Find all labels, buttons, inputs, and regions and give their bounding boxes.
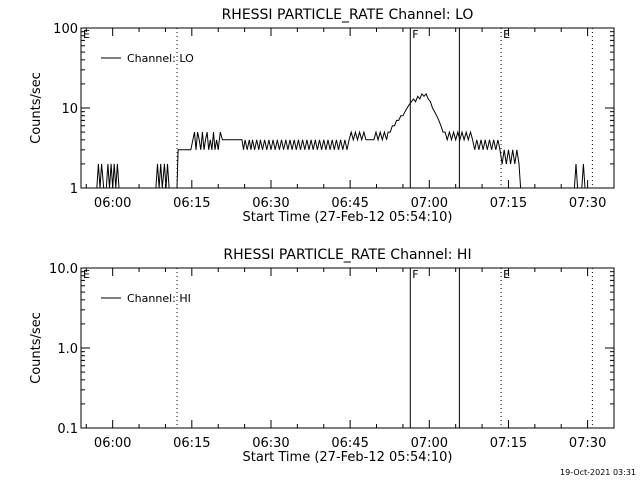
x-tick-label: 06:15 [173, 196, 210, 211]
marker-label: E [503, 28, 510, 41]
marker-label: E [83, 268, 90, 281]
y-tick-label: 0.1 [57, 422, 78, 437]
marker-label: E [83, 28, 90, 41]
legend-label: Channel: LO [127, 52, 194, 65]
x-tick-label: 06:15 [173, 436, 210, 451]
marker-label: F [412, 268, 418, 281]
x-tick-label: 07:00 [411, 436, 448, 451]
y-tick-label: 100 [53, 22, 78, 37]
x-tick-label: 06:00 [94, 196, 131, 211]
y-axis-label: Counts/sec [29, 312, 44, 384]
series-line [155, 163, 170, 189]
x-tick-label: 06:00 [94, 436, 131, 451]
y-tick-label: 10.0 [49, 262, 78, 277]
x-axis-label: Start Time (27-Feb-12 05:54:10) [243, 210, 453, 225]
y-tick-label: 1.0 [57, 342, 78, 357]
panel-hi-channel: RHESSI PARTICLE_RATE Channel: HI 0.1 1.0 10… [29, 247, 615, 465]
marker-label: F [412, 28, 418, 41]
series-line [96, 163, 120, 189]
legend-label: Channel: HI [127, 292, 191, 305]
x-tick-label: 06:45 [331, 196, 368, 211]
x-tick-label: 07:30 [569, 196, 606, 211]
x-tick-label: 07:15 [490, 436, 527, 451]
chart-title: RHESSI PARTICLE_RATE Channel: LO [222, 7, 474, 23]
y-tick-label: 1 [70, 182, 78, 197]
marker-label: E [503, 268, 510, 281]
x-tick-label: 07:00 [411, 196, 448, 211]
chart-title: RHESSI PARTICLE_RATE Channel: HI [223, 247, 471, 263]
footer-timestamp: 19-Oct-2021 03:31 [560, 468, 636, 477]
x-tick-label: 06:30 [252, 436, 289, 451]
y-tick-label: 10 [61, 102, 78, 117]
x-tick-label: 06:30 [252, 196, 289, 211]
panel-lo-channel: RHESSI PARTICLE_RATE Channel: LO 1 10 100 06… [29, 7, 615, 225]
x-axis-label: Start Time (27-Feb-12 05:54:10) [243, 450, 453, 465]
series-line [573, 163, 586, 189]
x-tick-label: 07:30 [569, 436, 606, 451]
y-axis-label: Counts/sec [29, 72, 44, 144]
x-tick-label: 06:45 [331, 436, 368, 451]
series-line [176, 92, 522, 189]
x-tick-label: 07:15 [490, 196, 527, 211]
